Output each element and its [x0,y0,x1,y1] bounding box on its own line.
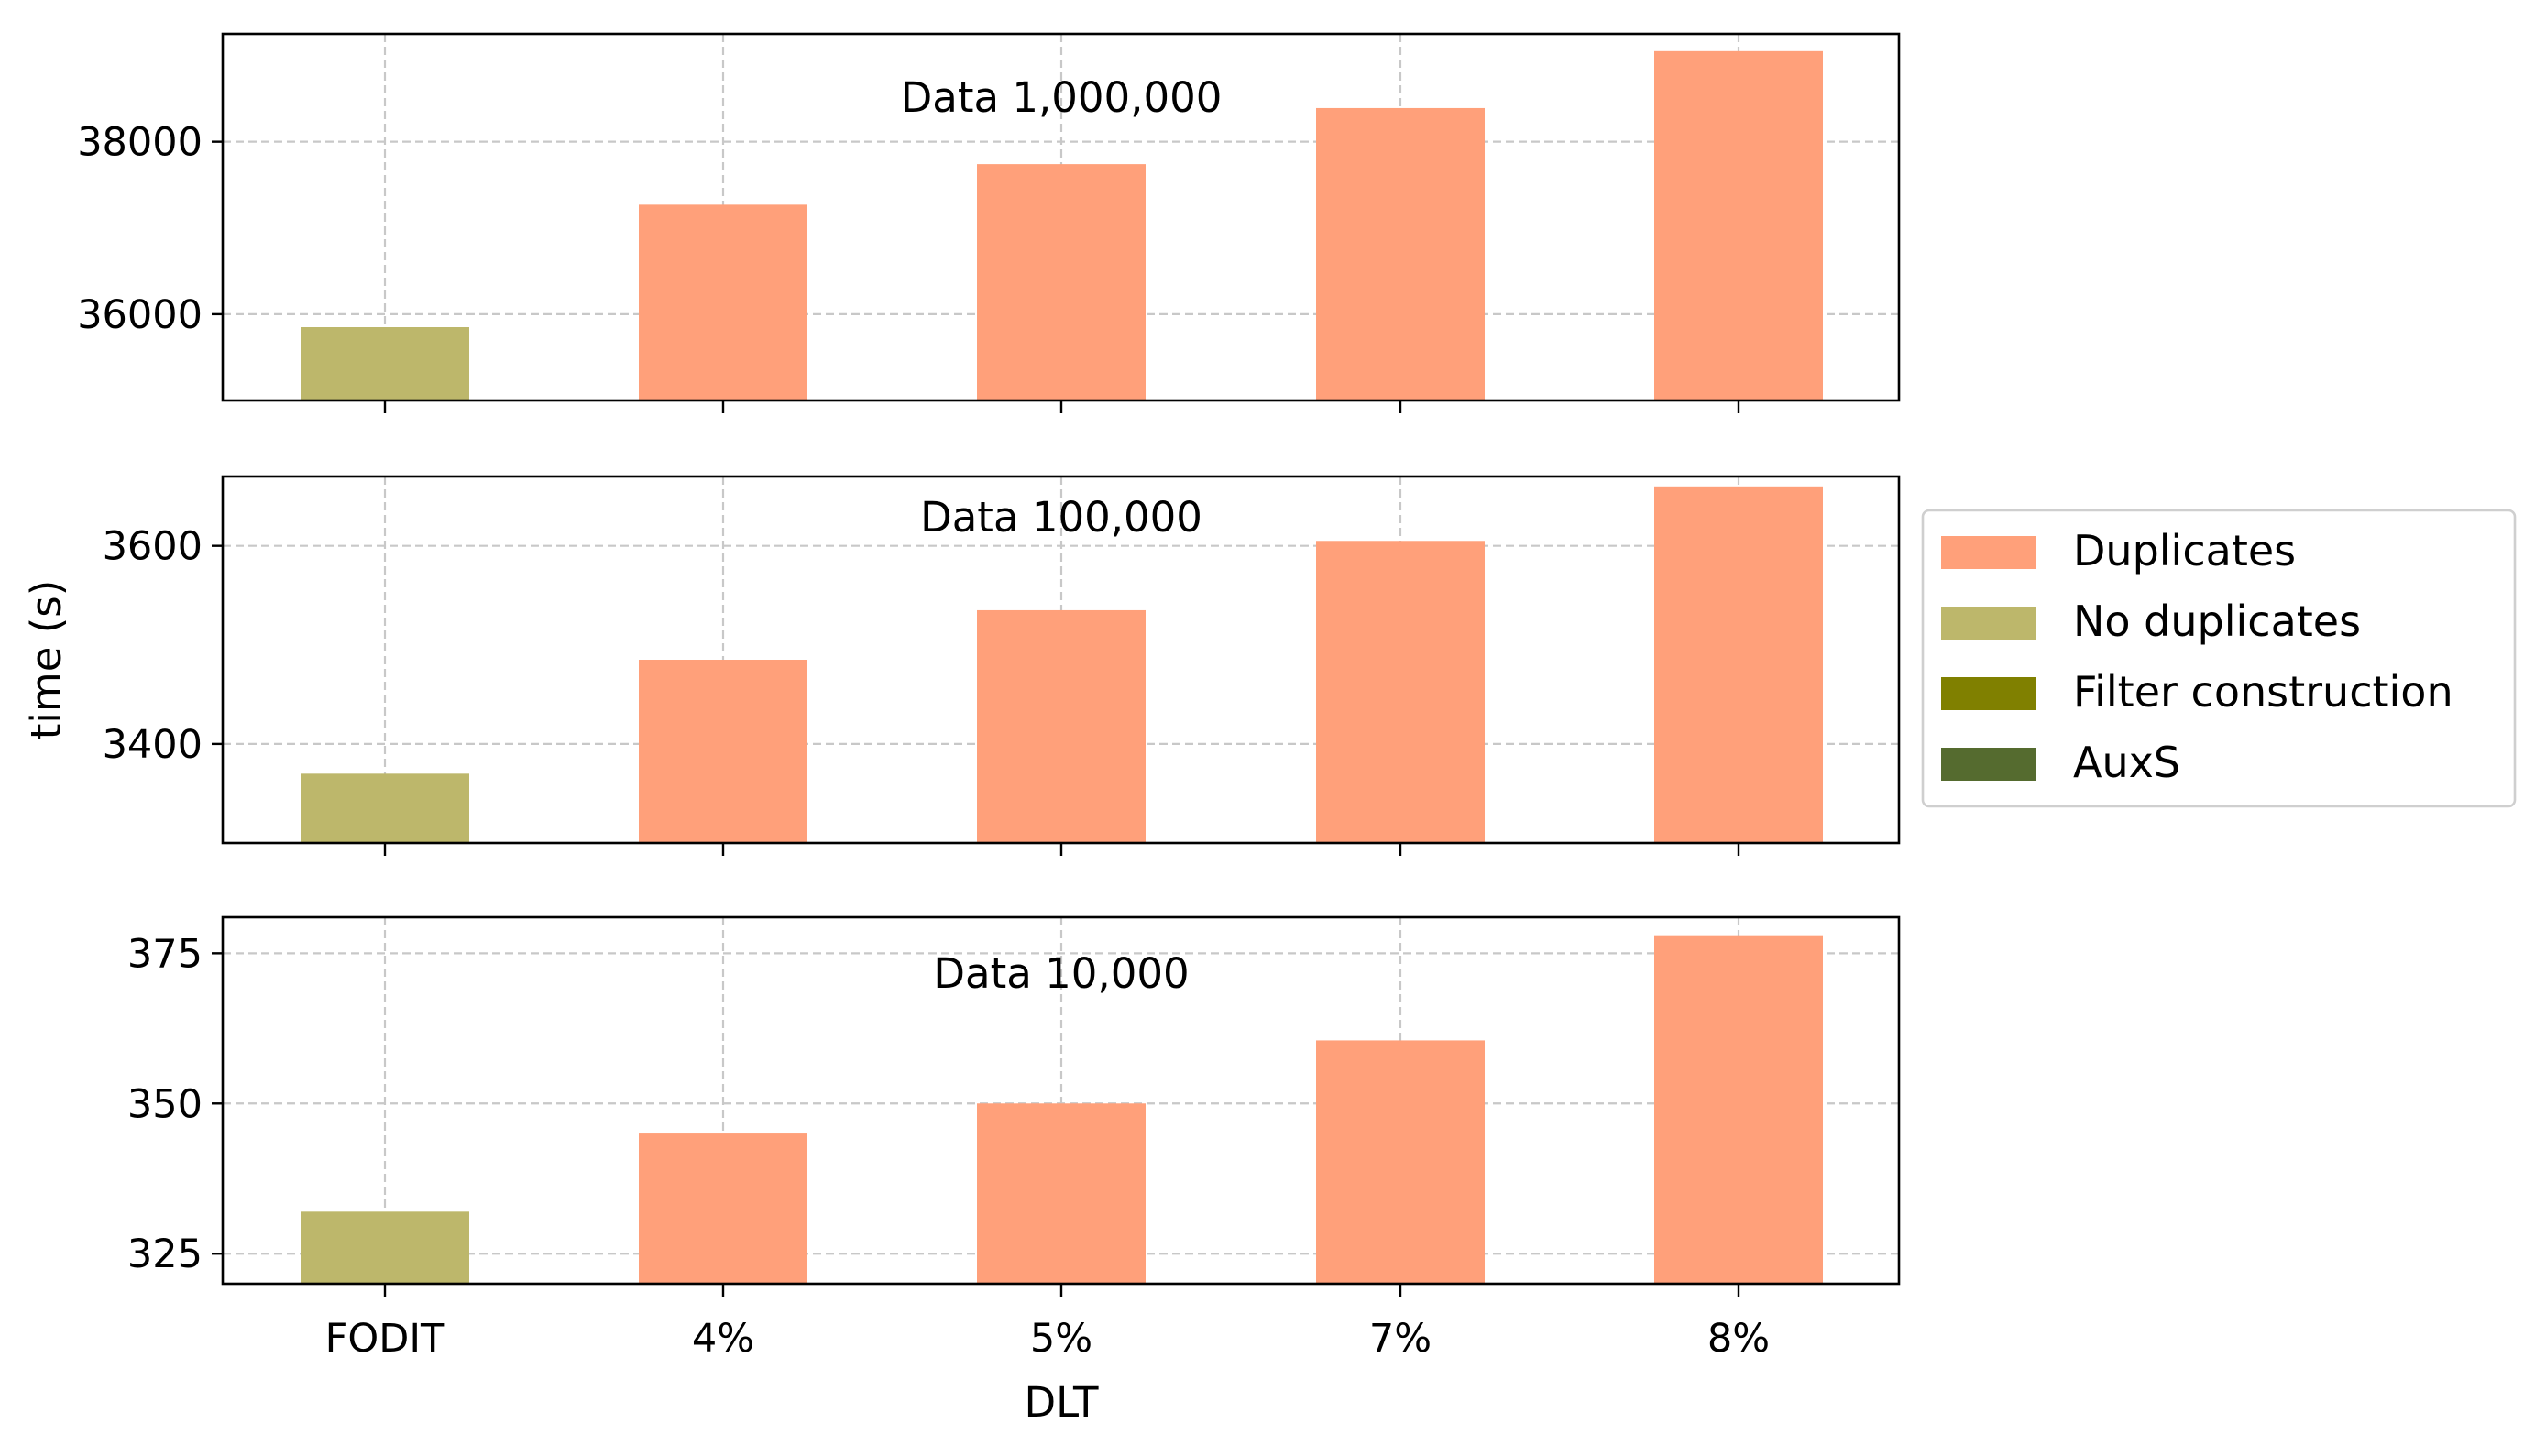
bar-8pct [1654,50,1823,401]
bar-4pct [639,1133,807,1284]
bar-4pct [639,204,807,400]
panel-2: 3400 3600 Data 100,000 [103,475,1901,856]
bar-fodit [301,773,469,843]
y-tick-label: 3600 [103,524,203,570]
legend: Duplicates No duplicates Filter constructi… [1921,509,2517,808]
y-tick-label: 38000 [77,120,203,166]
bar-5pct [977,164,1146,400]
y-tick-label: 325 [127,1232,203,1277]
y-tick-label: 3400 [103,722,203,768]
x-tick-label: FODIT [325,1316,445,1362]
legend-label: No duplicates [2073,597,2361,646]
y-tick-label: 375 [127,931,203,977]
bar-fodit [301,1211,469,1284]
legend-swatch [1941,748,2036,781]
bar-7pct [1316,107,1485,401]
panel-annotation: Data 100,000 [920,493,1202,542]
x-tick-label: 8% [1707,1316,1770,1362]
panel-annotation: Data 1,000,000 [901,73,1223,122]
legend-label: AuxS [2073,738,2180,787]
x-axis-label: DLT [1024,1378,1099,1427]
bar-5pct [977,1103,1146,1284]
y-tick-label: 36000 [77,292,203,338]
legend-label: Duplicates [2073,526,2296,575]
x-tick-label: 4% [692,1316,754,1362]
legend-swatch [1941,536,2036,569]
bar-5pct [977,609,1146,843]
x-tick-label: 7% [1369,1316,1432,1362]
bar-7pct [1316,541,1485,843]
bar-8pct [1654,486,1823,843]
panel-annotation: Data 10,000 [933,949,1189,998]
legend-swatch [1941,607,2036,640]
panel-3: 325 350 375 Data 10,000 FODIT 4% 5% 7% 8% [127,915,1901,1362]
bar-8pct [1654,935,1823,1284]
y-tick-label: 350 [127,1081,203,1127]
bar-4pct [639,660,807,843]
legend-label: Filter construction [2073,667,2453,717]
bar-7pct [1316,1040,1485,1284]
legend-frame [1921,509,2517,808]
legend-swatch [1941,677,2036,710]
bar-fodit [301,327,469,400]
y-axis-label: time (s) [22,580,71,740]
x-tick-label: 5% [1030,1316,1092,1362]
panel-1: 36000 38000 Data 1,000,000 [77,32,1901,413]
